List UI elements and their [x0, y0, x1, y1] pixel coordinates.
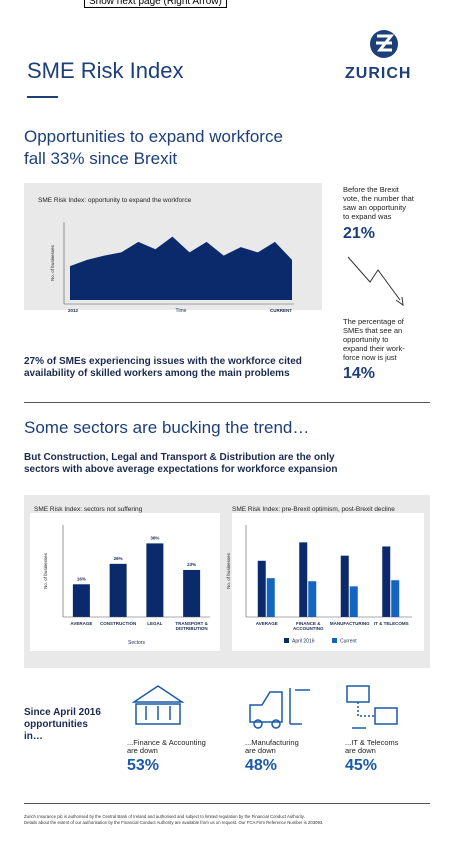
- before-text: Before the Brexit vote, the number that sa…: [343, 185, 414, 221]
- stat-label: ...Finance & Accounting: [127, 738, 206, 747]
- headline: Some sectors are bucking the trend…: [24, 418, 310, 437]
- value-label: 26%: [114, 556, 123, 561]
- stat-label: ...Manufacturing: [245, 738, 299, 747]
- text-line: saw an opportunity: [343, 203, 406, 212]
- bar: [72, 584, 90, 617]
- note: 27% of SMEs experiencing issues with the…: [24, 356, 302, 380]
- text-line: Opportunities to expand workforce: [24, 127, 283, 146]
- legend-swatch: [332, 638, 337, 643]
- text-line: to expand was: [343, 212, 392, 221]
- bank-icon: [131, 685, 185, 725]
- subhead: But Construction, Legal and Transport & …: [24, 452, 337, 476]
- text-line: Details about the extent of our authoris…: [24, 820, 324, 825]
- legend-swatch: [284, 638, 289, 643]
- rule: [24, 402, 430, 403]
- stat-value: 48%: [245, 757, 278, 774]
- text-line: The percentage of: [343, 317, 404, 326]
- legend-label: April 2016: [292, 639, 315, 645]
- now-value: 14%: [343, 365, 376, 382]
- stat-label: are down: [345, 746, 376, 755]
- x-tick-label: TRANSPORT & DISTRIBUTION: [175, 621, 208, 631]
- rule: [24, 803, 430, 804]
- stat-label: ...IT & Telecoms: [345, 738, 399, 747]
- stat-value: 45%: [345, 757, 378, 774]
- computer-icon: [346, 685, 398, 729]
- bar: [183, 569, 201, 617]
- x-axis-label: Sectors: [128, 640, 145, 646]
- logo-text: ZURICH: [345, 65, 412, 82]
- arrow-head: [395, 296, 404, 307]
- text-line: opportunity to: [343, 335, 389, 344]
- rule: [27, 96, 58, 98]
- bar: [340, 555, 349, 617]
- now-text: The percentage of SMEs that see an opportu…: [343, 317, 405, 362]
- bar: [349, 586, 358, 617]
- bar: [382, 546, 391, 617]
- x-tick-label: AVERAGE: [70, 621, 93, 626]
- stat-value: 53%: [127, 757, 160, 774]
- y-axis-label: No. of businesses: [226, 552, 231, 589]
- x-tick-label: FINANCE & ACCOUNTING: [293, 621, 324, 631]
- bar: [109, 563, 127, 617]
- text-line: in…: [24, 731, 43, 742]
- text-line: sectors with above average expectations …: [24, 464, 338, 475]
- value-label: 23%: [187, 562, 196, 567]
- text-line: availability of skilled workers among th…: [24, 368, 290, 379]
- text-line: Since April 2016: [24, 707, 101, 718]
- text-line: 27% of SMEs experiencing issues with the…: [24, 356, 302, 367]
- title: SME Risk Index: [27, 58, 184, 83]
- arrow: [347, 256, 401, 301]
- text-line: vote, the number that: [343, 194, 414, 203]
- area: [70, 236, 292, 300]
- value-label: 36%: [150, 535, 159, 540]
- value-label: 16%: [77, 576, 86, 581]
- text-line: opportunities: [24, 719, 88, 730]
- bar: [391, 580, 400, 617]
- forklift-icon: [249, 688, 310, 729]
- bar: [266, 578, 275, 617]
- text-line: But Construction, Legal and Transport & …: [24, 452, 335, 463]
- logo-mark: [376, 34, 395, 52]
- headline: Opportunities to expand workforce fall 33…: [24, 126, 283, 170]
- chart-title: SME Risk Index: opportunity to expand th…: [38, 197, 192, 204]
- x-tick-label: IT & TELECOMS: [373, 621, 409, 626]
- bar: [308, 581, 317, 617]
- x-tick-label: CONSTRUCTION: [100, 621, 137, 626]
- x-tick-label: AVERAGE: [255, 621, 278, 626]
- chart-title: SME Risk Index: sectors not suffering: [34, 506, 143, 513]
- stat-label: are down: [127, 746, 158, 755]
- x-tick-label: 2012: [68, 308, 79, 313]
- stat-label: are down: [245, 746, 276, 755]
- text-line: fall 33% since Brexit: [24, 149, 178, 168]
- legend-label: Current: [340, 639, 357, 645]
- y-axis-label: No. of businesses: [50, 244, 55, 281]
- before-value: 21%: [343, 225, 376, 242]
- text-line: expand their work-: [343, 344, 405, 353]
- stats-intro: Since April 2016 opportunities in…: [24, 707, 101, 743]
- bar: [146, 543, 164, 617]
- bar: [257, 560, 266, 617]
- x-tick-label: MANUFACTURING: [329, 621, 370, 626]
- text-line: SMEs that see an: [343, 326, 403, 335]
- text-line: Zurich Insurance plc is authorised by th…: [24, 814, 305, 819]
- bar: [299, 542, 308, 617]
- text-line: Before the Brexit: [343, 185, 399, 194]
- x-tick-label: CURRENT: [270, 308, 292, 313]
- footer: Zurich Insurance plc is authorised by th…: [24, 814, 324, 826]
- x-axis-label: Time: [176, 308, 187, 314]
- chart-title: SME Risk Index: pre-Brexit optimism, pos…: [232, 506, 395, 513]
- x-tick-label: LEGAL: [147, 621, 163, 626]
- y-axis-label: No. of businesses: [43, 552, 48, 589]
- tooltip: Show next page (Right Arrow): [84, 0, 227, 8]
- text-line: force now is just: [343, 353, 397, 362]
